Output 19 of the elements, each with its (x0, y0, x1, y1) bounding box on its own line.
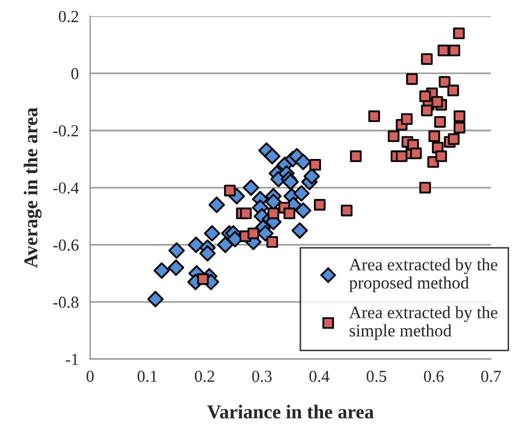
y-axis-title: Average in the area (24, 108, 42, 268)
x-tick-label: 0.3 (252, 370, 272, 382)
y-tick-label: -0.6 (53, 240, 79, 251)
x-tick-label: 0.4 (309, 370, 330, 382)
y-tick-label: 0.2 (58, 10, 78, 22)
y-tick-label: 0 (71, 68, 78, 80)
x-tick-label: 0.6 (424, 370, 444, 382)
x-tick-label: 0.2 (194, 370, 214, 382)
legend-label: Area extracted by the simple method (349, 306, 498, 340)
x-tick-label: 0.7 (481, 370, 501, 382)
y-tick-label: -0.2 (53, 125, 78, 137)
y-tick-label: -0.4 (53, 182, 79, 194)
y-tick-label: -1 (66, 354, 78, 365)
x-tick-label: 0.1 (138, 370, 157, 382)
x-axis-title: Variance in the area (207, 404, 374, 419)
legend-label: Area extracted by the proposed method (349, 258, 498, 292)
x-tick-label: 0.5 (366, 370, 386, 382)
x-tick-label: 0 (86, 370, 94, 382)
y-tick-label: -0.8 (53, 296, 78, 308)
